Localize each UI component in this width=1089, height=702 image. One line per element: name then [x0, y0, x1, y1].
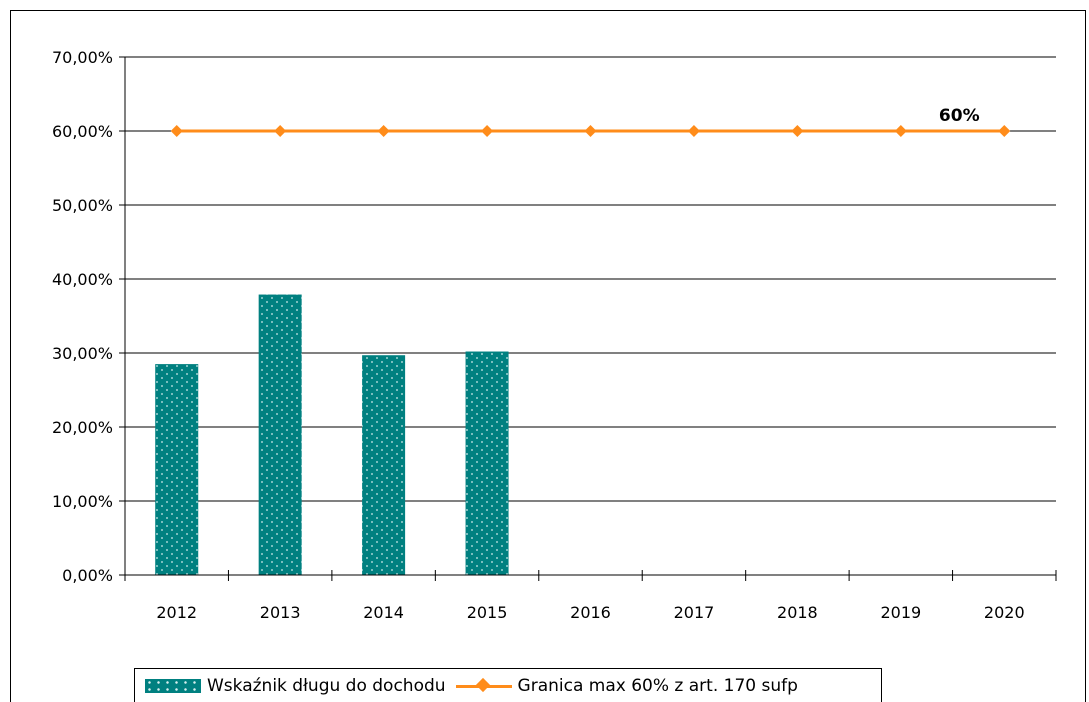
legend-item-bar: Wskaźnik długu do dochodu — [145, 676, 446, 696]
legend-bar-swatch — [145, 678, 201, 693]
bar-2015 — [465, 351, 509, 575]
tick-labels: 0,00% 10,00% 20,00% 30,00% 40,00% 50,00% 60,00… — [52, 48, 1025, 622]
limit-marker-2012 — [170, 125, 183, 137]
y-tick-label: 0,00% — [62, 566, 113, 585]
limit-marker-2013 — [274, 125, 287, 137]
y-tick-label: 60,00% — [52, 122, 113, 141]
y-tick-label: 70,00% — [52, 48, 113, 67]
x-tick-label: 2018 — [777, 603, 818, 622]
legend-item-line: Granica max 60% z art. 170 sufp — [455, 675, 798, 696]
limit-marker-2017 — [687, 125, 700, 137]
y-tick-label: 30,00% — [52, 344, 113, 363]
legend: Wskaźnik długu do dochodu Granica max 60… — [134, 668, 882, 702]
limit-marker-2020 — [998, 125, 1011, 137]
annotation-60-percent: 60% — [939, 106, 980, 126]
limit-marker-2016 — [584, 125, 597, 137]
x-tick-label: 2020 — [984, 603, 1025, 622]
bar-2013 — [258, 294, 302, 575]
axes — [119, 56, 1057, 581]
legend-line-swatch — [455, 677, 512, 693]
x-tick-label: 2019 — [880, 603, 921, 622]
limit-marker-2015 — [481, 125, 494, 137]
legend-bar-label: Wskaźnik długu do dochodu — [207, 675, 446, 696]
y-tick-label: 10,00% — [52, 492, 113, 511]
y-tick-label: 40,00% — [52, 270, 113, 289]
x-tick-label: 2015 — [467, 603, 508, 622]
line-series — [170, 125, 1011, 137]
bar-2014 — [362, 355, 406, 575]
bar-series — [155, 294, 509, 575]
x-tick-label: 2014 — [363, 603, 404, 622]
limit-marker-2019 — [894, 125, 907, 137]
annotations: 60% — [939, 106, 980, 126]
bar-2012 — [155, 364, 199, 575]
x-tick-label: 2016 — [570, 603, 611, 622]
chart-frame — [10, 10, 1086, 702]
limit-marker-2014 — [377, 125, 390, 137]
x-tick-label: 2013 — [260, 603, 301, 622]
x-tick-label: 2012 — [156, 603, 197, 622]
y-tick-label: 20,00% — [52, 418, 113, 437]
legend-line-label: Granica max 60% z art. 170 sufp — [517, 675, 798, 696]
x-tick-label: 2017 — [674, 603, 715, 622]
y-tick-label: 50,00% — [52, 196, 113, 215]
limit-marker-2018 — [791, 125, 804, 137]
